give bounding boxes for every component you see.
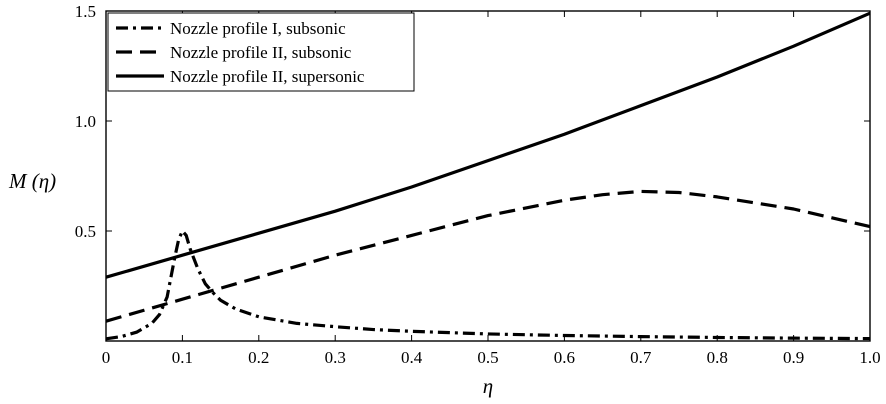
y-tick-label: 1.5 bbox=[75, 2, 96, 21]
legend-label-2: Nozzle profile II, subsonic bbox=[170, 43, 352, 62]
x-tick-label: 1.0 bbox=[859, 348, 880, 367]
x-tick-label: 0.9 bbox=[783, 348, 804, 367]
x-tick-label: 0.8 bbox=[707, 348, 728, 367]
series-line-3 bbox=[105, 11, 871, 279]
y-axis-ticks: 0.5 1.0 1.5 bbox=[75, 2, 870, 241]
x-tick-label: 0 bbox=[102, 348, 111, 367]
x-tick-label: 0.1 bbox=[172, 348, 193, 367]
series-lines bbox=[105, 11, 871, 341]
x-tick-label: 0.6 bbox=[554, 348, 575, 367]
y-axis-label: M (η) bbox=[8, 169, 56, 193]
series-line-2 bbox=[105, 189, 871, 323]
x-tick-label: 0.3 bbox=[325, 348, 346, 367]
x-tick-label: 0.5 bbox=[477, 348, 498, 367]
x-tick-label: 0.7 bbox=[630, 348, 652, 367]
y-tick-label: 1.0 bbox=[75, 112, 96, 131]
y-tick-label: 0.5 bbox=[75, 222, 96, 241]
series-line-1 bbox=[105, 229, 871, 341]
x-tick-label: 0.2 bbox=[248, 348, 269, 367]
legend-box bbox=[107, 12, 415, 92]
legend-label-1: Nozzle profile I, subsonic bbox=[170, 19, 346, 38]
x-axis-label: η bbox=[483, 374, 493, 398]
legend: Nozzle profile I, subsonic Nozzle profile… bbox=[107, 12, 415, 92]
x-tick-label: 0.4 bbox=[401, 348, 423, 367]
legend-label-3: Nozzle profile II, supersonic bbox=[170, 67, 365, 86]
